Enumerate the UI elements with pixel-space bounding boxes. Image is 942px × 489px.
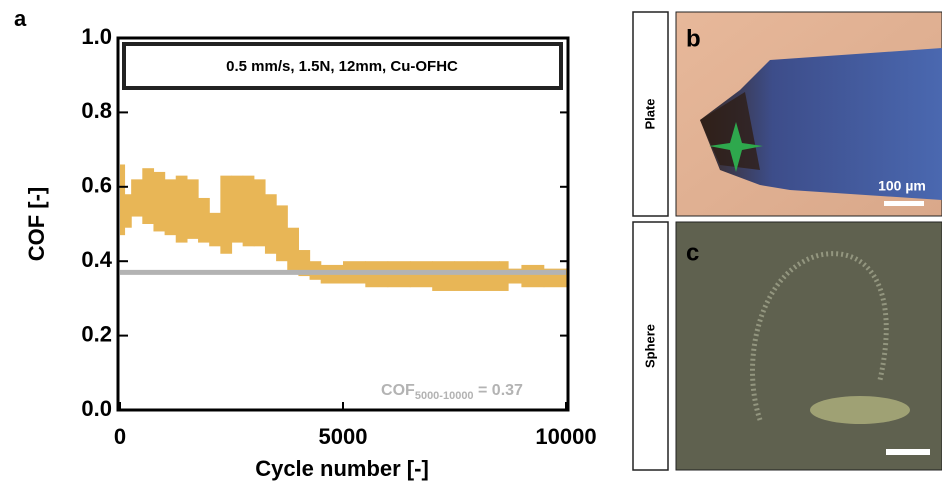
marker (709, 122, 763, 172)
cof-band (231, 175, 244, 243)
y-tick-label: 0.8 (81, 98, 112, 123)
micrograph (675, 221, 942, 471)
panel-label: b (686, 25, 701, 52)
cof-band (209, 212, 221, 247)
cof-band (142, 168, 155, 224)
cof-band (186, 179, 199, 239)
side-box (632, 11, 669, 217)
y-tick-label: 1.0 (81, 24, 112, 49)
cof-band (242, 175, 255, 247)
annotation: 0.5 mm/s, 1.5N, 12mm, Cu-OFHC (226, 58, 458, 75)
y-tick-label: 0.2 (81, 321, 112, 346)
mean-label-subscript: 5000-10000 (415, 390, 474, 402)
y-tick-label: 0.4 (81, 247, 112, 272)
panel-label: c (686, 239, 699, 266)
side-label: Plate (642, 98, 657, 129)
mean-label-suffix: = 0.37 (474, 382, 523, 399)
contact-debris (810, 396, 910, 424)
cof-band (253, 179, 266, 247)
cof-band (164, 179, 177, 236)
x-tick-label: 0 (114, 424, 126, 449)
cof-band (476, 261, 500, 291)
side-label: Sphere (642, 324, 657, 368)
debris (700, 92, 760, 170)
y-axis-label: COF [-] (24, 187, 49, 262)
cof-band (220, 175, 233, 254)
cof-band (264, 194, 277, 254)
cof-band (521, 264, 545, 288)
cof-band (153, 171, 166, 232)
panel-label: a (14, 6, 27, 31)
cof-band (120, 164, 126, 236)
scale-label: 100 µm (878, 178, 926, 194)
x-tick-label: 5000 (319, 424, 368, 449)
cof-band (454, 261, 478, 291)
y-tick-label: 0.6 (81, 173, 112, 198)
x-axis-label: Cycle number [-] (255, 456, 429, 481)
cof-band (298, 250, 311, 277)
cof-band (175, 175, 188, 243)
mean-label: COF5000-10000 = 0.37 (381, 382, 523, 402)
y-tick-label: 0.0 (81, 396, 112, 421)
mean-label-text: COF (381, 382, 415, 399)
cof-band (432, 261, 456, 291)
side-box (632, 221, 669, 471)
scale-bar (884, 201, 924, 206)
wear-scar (700, 48, 942, 200)
contact-trace (750, 251, 889, 421)
cof-band (287, 227, 299, 273)
cof-band (124, 194, 132, 228)
plot-area: 0.0 0.2 0.4 0.6 0.8 1.0 0 5000 10000 (81, 24, 596, 449)
cof-band (131, 179, 143, 217)
x-tick-label: 10000 (535, 424, 596, 449)
annotation-box (122, 42, 563, 90)
cof-band (499, 261, 509, 291)
cof-band (276, 205, 288, 262)
cof-band (198, 197, 210, 243)
scale-bar (886, 449, 930, 455)
